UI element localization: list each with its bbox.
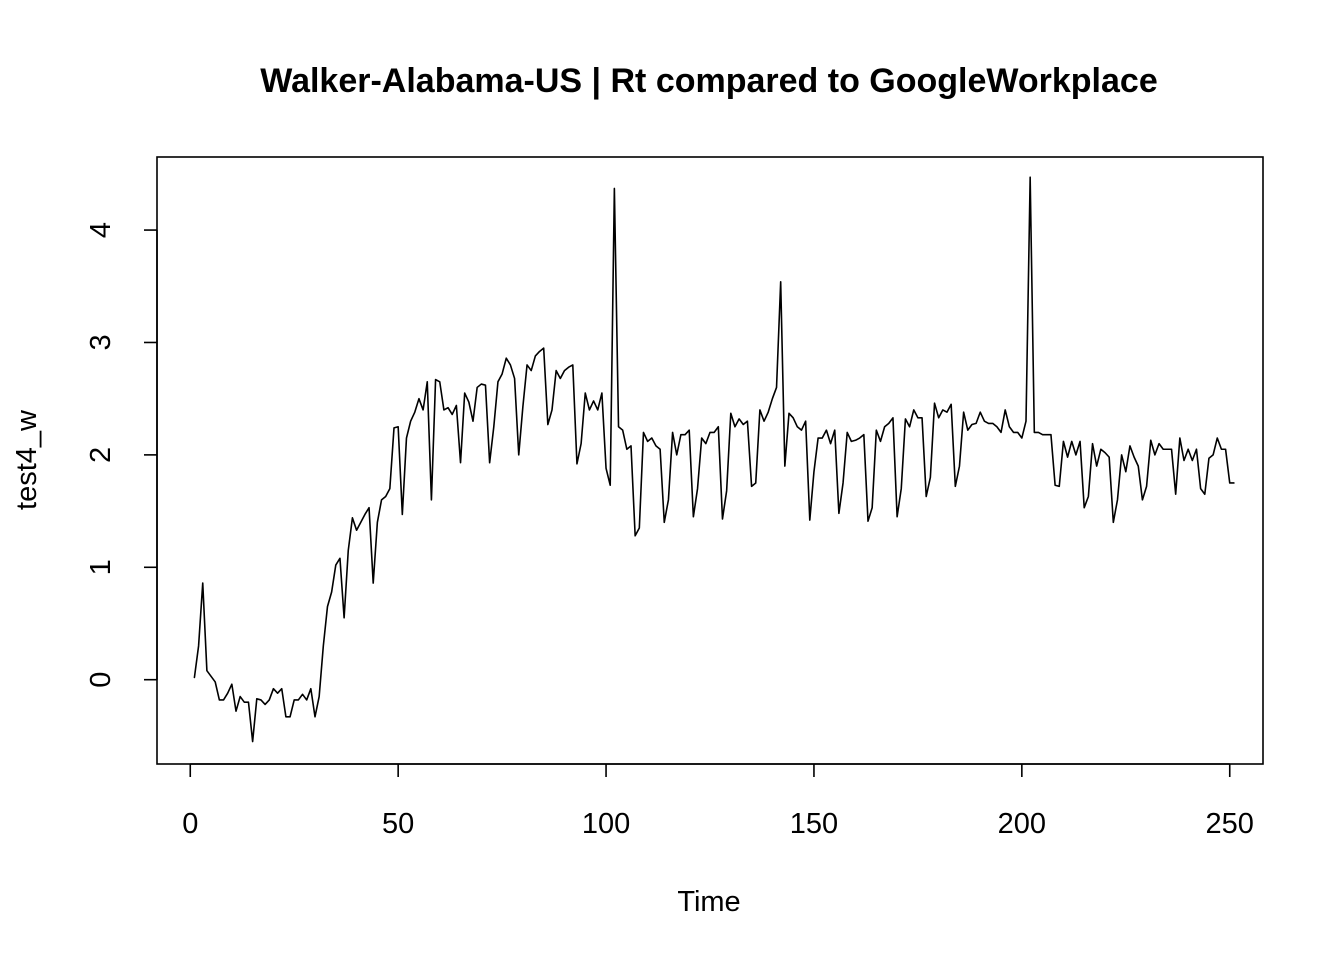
x-tick-label: 250 xyxy=(1206,808,1254,840)
x-axis: 0 50 100 150 200 250 xyxy=(182,763,1254,840)
chart-title: Walker-Alabama-US | Rt compared to Googl… xyxy=(260,62,1157,100)
y-tick-label: 2 xyxy=(85,447,117,463)
y-axis: 0 1 2 3 4 xyxy=(85,222,158,688)
y-axis-label: test4_w xyxy=(11,409,43,510)
x-tick-label: 50 xyxy=(382,808,414,840)
x-tick-label: 150 xyxy=(790,808,838,840)
x-axis-label: Time xyxy=(677,886,740,918)
x-tick-label: 200 xyxy=(998,808,1046,840)
y-tick-label: 1 xyxy=(85,559,117,575)
y-tick-label: 0 xyxy=(85,672,117,688)
x-tick-label: 0 xyxy=(182,808,198,840)
x-tick-label: 100 xyxy=(582,808,630,840)
y-tick-label: 3 xyxy=(85,334,117,350)
series-line xyxy=(193,176,1235,743)
y-tick-label: 4 xyxy=(85,222,117,238)
